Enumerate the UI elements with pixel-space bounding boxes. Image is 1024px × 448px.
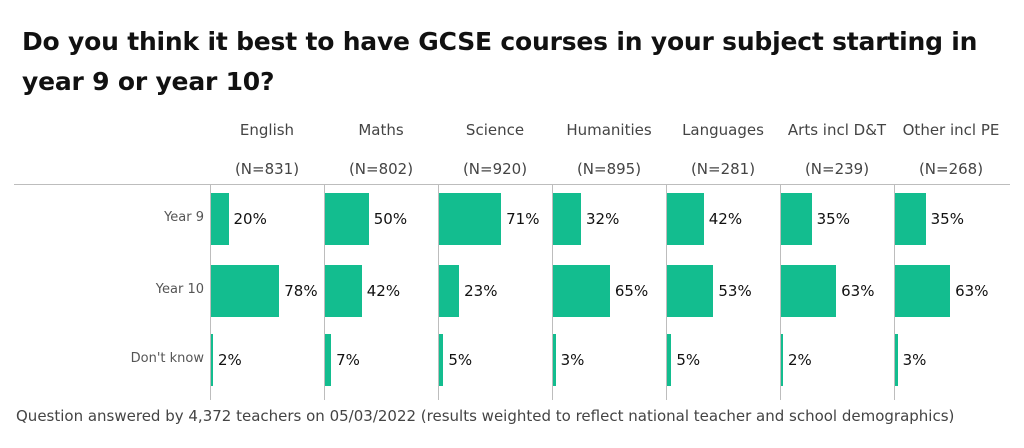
data-label: 42%	[366, 282, 401, 300]
bar	[553, 193, 581, 245]
panel-title: Maths	[358, 121, 404, 139]
panel-sample-size: (N=802)	[348, 160, 414, 178]
panel-sample-size: (N=268)	[918, 160, 984, 178]
data-label: 20%	[233, 210, 267, 228]
data-label: 3%	[560, 351, 585, 369]
panel-axis-line	[894, 185, 895, 400]
bar	[667, 193, 704, 245]
data-label: 71%	[506, 210, 540, 228]
panel-axis-line	[780, 185, 781, 400]
data-label: 63%	[955, 282, 989, 300]
header-divider	[14, 184, 1010, 185]
bar	[781, 265, 837, 317]
data-label: 7%	[336, 351, 360, 369]
bar	[325, 265, 362, 317]
panel-sample-size: (N=831)	[234, 160, 300, 178]
data-label: 42%	[708, 210, 743, 228]
bar	[667, 265, 714, 317]
panel-title: Languages	[682, 121, 764, 139]
data-label: 23%	[464, 282, 498, 300]
bar	[439, 193, 502, 245]
row-label: Don't know	[130, 351, 204, 366]
bar	[211, 193, 229, 245]
panel-title: Humanities	[566, 121, 652, 139]
panel-axis-line	[210, 185, 211, 400]
data-label: 2%	[788, 351, 812, 369]
panel-title: Science	[465, 121, 525, 139]
panel-sample-size: (N=281)	[690, 160, 756, 178]
data-label: 63%	[841, 282, 875, 300]
panel-title: Other incl PE	[902, 121, 1000, 139]
data-label: 78%	[284, 282, 318, 300]
bar	[667, 334, 672, 386]
data-label: 5%	[448, 351, 473, 369]
panel-axis-line	[438, 185, 439, 400]
bar	[325, 334, 332, 386]
panel-axis-line	[324, 185, 325, 400]
bar	[781, 334, 783, 386]
chart-title: Do you think it best to have GCSE course…	[22, 27, 978, 96]
panel-title: Arts incl D&T	[787, 121, 887, 139]
bar	[553, 265, 610, 317]
bar	[439, 334, 444, 386]
bar	[895, 334, 898, 386]
bar	[553, 334, 556, 386]
chart-footnote: Question answered by 4,372 teachers on 0…	[16, 407, 955, 425]
data-label: 35%	[816, 210, 850, 228]
bar	[211, 334, 213, 386]
bar	[211, 265, 280, 317]
bar	[439, 265, 460, 317]
data-label: 50%	[373, 210, 408, 228]
bar	[895, 193, 926, 245]
panel-sample-size: (N=920)	[462, 160, 528, 178]
data-label: 35%	[930, 210, 964, 228]
panel-sample-size: (N=895)	[576, 160, 642, 178]
data-label: 3%	[902, 351, 927, 369]
data-label: 53%	[718, 282, 752, 300]
data-label: 2%	[218, 351, 242, 369]
data-label: 32%	[586, 210, 620, 228]
data-label: 5%	[676, 351, 701, 369]
panel-title: English	[239, 121, 295, 139]
row-label: Year 10	[155, 282, 204, 297]
panel-axis-line	[666, 185, 667, 400]
bar	[895, 265, 951, 317]
data-label: 65%	[614, 282, 649, 300]
row-label: Year 9	[164, 210, 204, 225]
bar	[325, 193, 369, 245]
panel-sample-size: (N=239)	[804, 160, 870, 178]
panel-axis-line	[552, 185, 553, 400]
bar	[781, 193, 812, 245]
